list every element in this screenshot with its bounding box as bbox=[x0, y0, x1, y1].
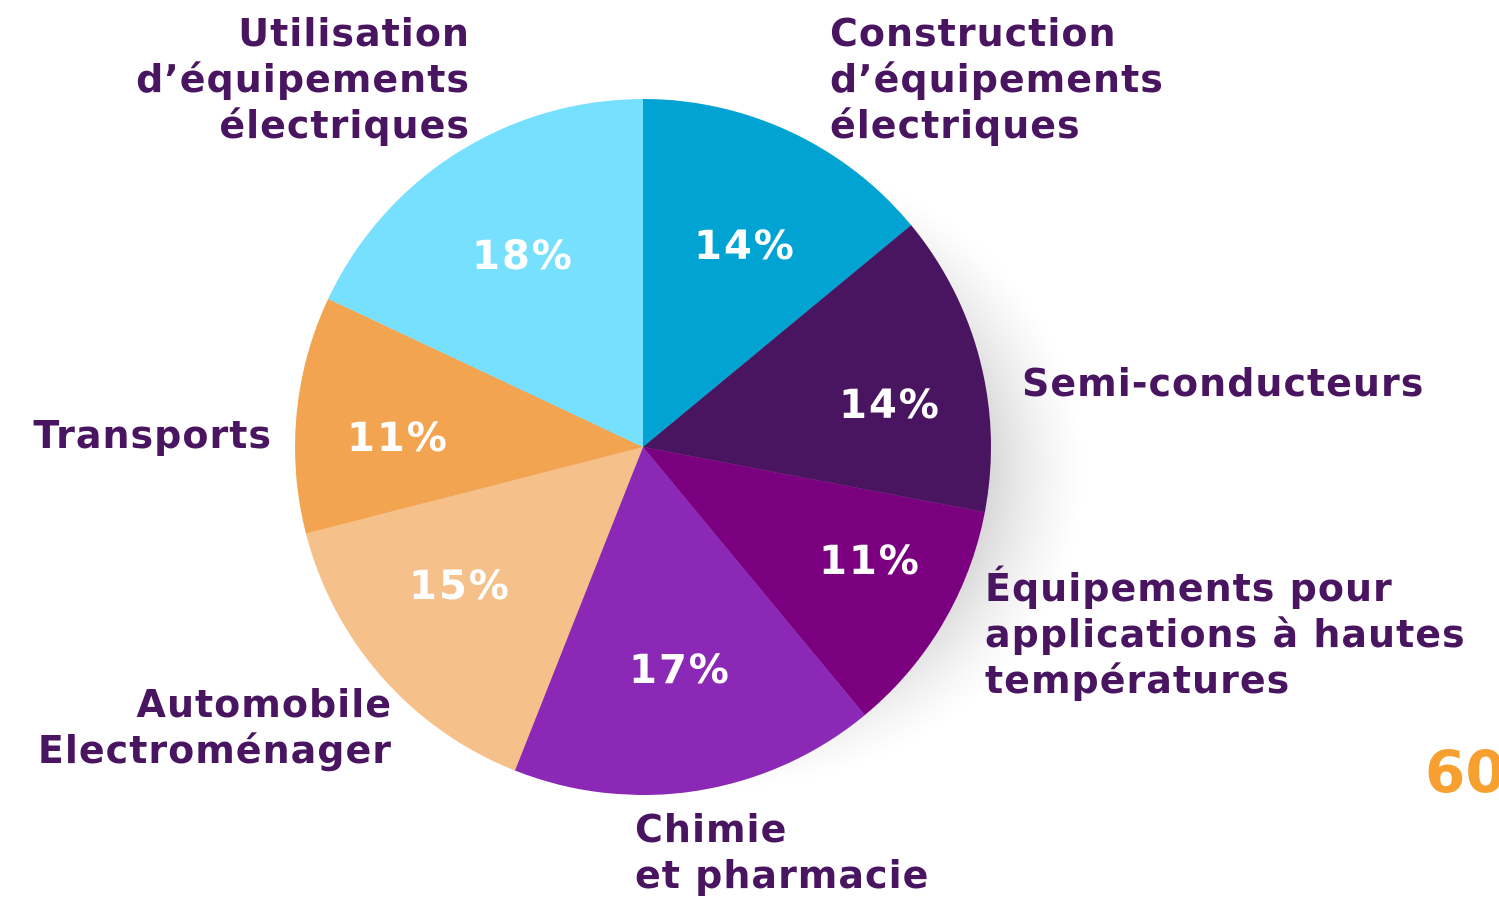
pie-slice bbox=[514, 447, 865, 795]
category-label: Transports bbox=[33, 413, 272, 457]
value-label: 15% bbox=[409, 563, 511, 609]
category-label: Semi-conducteurs bbox=[1022, 361, 1425, 405]
pie-slice bbox=[643, 447, 985, 716]
value-label: 11% bbox=[347, 415, 449, 461]
pie-slice bbox=[643, 225, 991, 513]
pie-slice bbox=[328, 99, 643, 447]
category-label: Chimie et pharmacie bbox=[635, 807, 930, 897]
value-label: 11% bbox=[819, 538, 921, 584]
category-label: Utilisation d’équipements électriques bbox=[136, 11, 470, 147]
value-label: 14% bbox=[839, 382, 941, 428]
pie-slice bbox=[305, 447, 643, 771]
pie-slice bbox=[643, 99, 912, 447]
category-label: Construction d’équipements électriques bbox=[830, 11, 1164, 147]
annotation: 60 bbox=[1425, 738, 1499, 806]
category-label: Automobile Electroménager bbox=[37, 682, 392, 772]
value-label: 17% bbox=[629, 647, 731, 693]
pie-slice bbox=[295, 298, 643, 534]
value-label: 18% bbox=[472, 233, 574, 279]
category-label: Équipements pour applications à hautes t… bbox=[985, 566, 1466, 702]
value-label: 14% bbox=[694, 223, 796, 269]
